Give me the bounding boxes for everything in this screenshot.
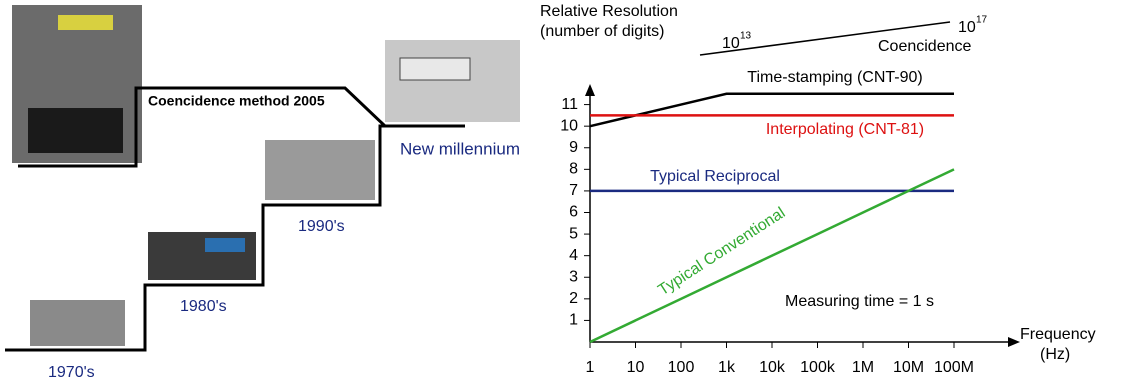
- annotation: Measuring time = 1 s: [785, 293, 934, 310]
- timeline: Coencidence method 2005 New millennium 1…: [5, 5, 520, 381]
- x-axis-label: (Hz): [1040, 346, 1070, 363]
- photo-1980-panel: [205, 238, 245, 252]
- y-tick-label: 5: [569, 225, 578, 242]
- photo-box: [28, 108, 123, 153]
- series-label: Typical Conventional: [655, 204, 788, 299]
- x-tick-label: 10M: [893, 359, 924, 376]
- y-tick-label: 8: [569, 161, 578, 178]
- label: 1980's: [180, 298, 227, 315]
- y-tick-label: 11: [561, 96, 578, 113]
- label: Coencidence method 2005: [148, 93, 325, 109]
- x-tick-label: 100M: [934, 359, 974, 376]
- x-axis-label: Frequency: [1020, 326, 1096, 343]
- label: New millennium: [400, 139, 520, 158]
- y-tick-label: 6: [569, 204, 578, 221]
- photo-1970: [30, 300, 125, 346]
- series-label: Interpolating (CNT-81): [766, 121, 924, 138]
- photo-millennium-display: [400, 58, 470, 80]
- label: 1970's: [48, 364, 95, 381]
- photo-display: [58, 15, 113, 30]
- y-tick-label: 9: [569, 139, 578, 156]
- photo-1990: [265, 140, 375, 200]
- annotation: 13: [740, 31, 752, 42]
- y-tick-label: 7: [569, 182, 578, 199]
- annotation: 17: [976, 15, 988, 26]
- y-tick-label: 4: [569, 247, 578, 264]
- series-label: Time-stamping (CNT-90): [747, 69, 922, 86]
- y-tick-label: 1: [569, 312, 578, 329]
- x-tick-label: 10k: [759, 359, 786, 376]
- x-tick-label: 100k: [800, 359, 836, 376]
- x-tick-label: 10: [627, 359, 645, 376]
- x-tick-label: 100: [668, 359, 695, 376]
- x-axis-arrow: [1008, 337, 1020, 347]
- series-line: [590, 169, 954, 342]
- x-tick-label: 1k: [718, 359, 736, 376]
- y-axis-arrow: [585, 84, 595, 96]
- y-tick-label: 2: [569, 290, 578, 307]
- annotation: 10: [958, 19, 976, 36]
- x-tick-label: 1M: [852, 359, 874, 376]
- page: Coencidence method 2005 New millennium 1…: [0, 0, 1124, 382]
- x-tick-label: 1: [586, 359, 595, 376]
- y-tick-label: 10: [560, 117, 578, 134]
- label: 1990's: [298, 218, 345, 235]
- y-axis-label: Relative Resolution: [540, 3, 678, 20]
- series-label: Typical Reciprocal: [650, 168, 780, 185]
- annotation: Coencidence: [878, 38, 972, 55]
- photo-millennium: [385, 40, 520, 122]
- y-axis-label: (number of digits): [540, 23, 665, 40]
- y-tick-label: 3: [569, 268, 578, 285]
- annotation: 10: [722, 35, 740, 52]
